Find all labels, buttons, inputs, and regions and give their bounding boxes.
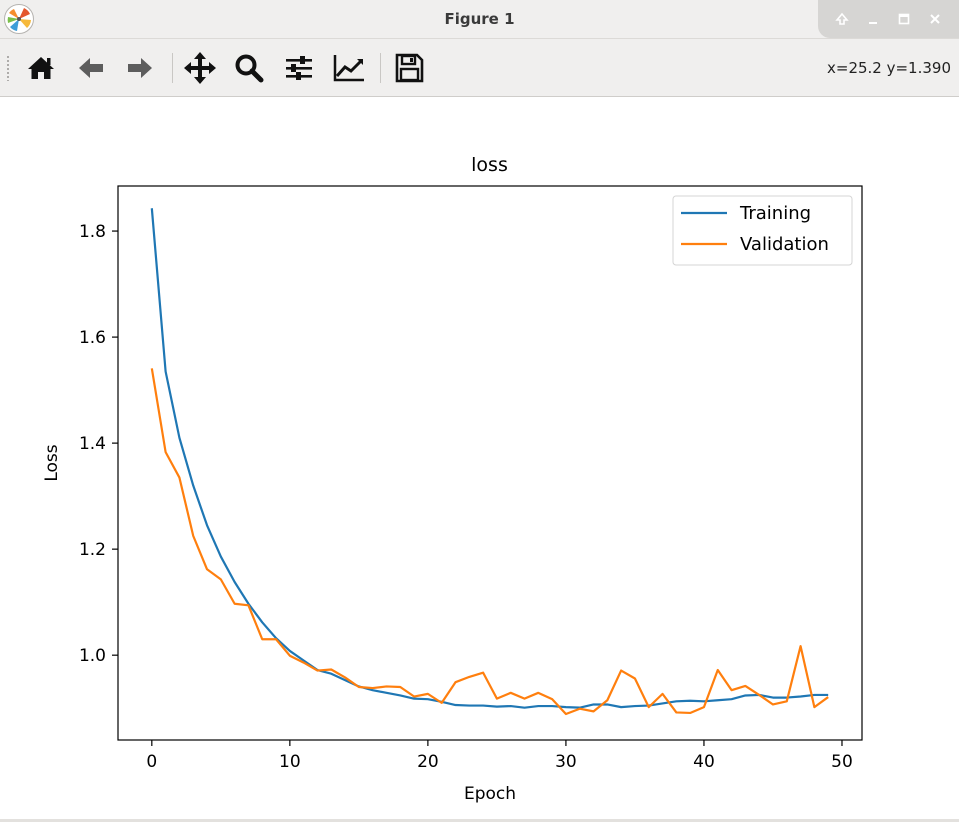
window-controls (818, 0, 959, 38)
toolbar-separator (172, 53, 173, 83)
x-tick-label: 20 (417, 752, 439, 772)
legend: Training Validation (672, 195, 853, 266)
pan-icon (184, 52, 216, 84)
home-icon (28, 57, 54, 79)
x-tick-label: 30 (555, 752, 577, 772)
home-button[interactable] (23, 50, 59, 86)
close-icon[interactable] (924, 8, 946, 30)
keep-above-icon[interactable] (831, 8, 853, 30)
cursor-coordinates: x=25.2 y=1.390 (827, 59, 951, 77)
toolbar-grip[interactable] (6, 55, 10, 81)
minimize-icon[interactable] (862, 8, 884, 30)
forward-icon (128, 58, 152, 78)
y-tick-label: 1.2 (79, 540, 106, 560)
toolbar-separator (380, 53, 381, 83)
customize-button[interactable] (331, 50, 367, 86)
y-tick-label: 1.4 (79, 434, 106, 454)
x-tick-label: 0 (146, 752, 157, 772)
window-bottom-border (0, 819, 959, 822)
save-icon (395, 53, 424, 83)
customize-icon (333, 55, 364, 82)
title-bar[interactable]: Figure 1 (0, 0, 959, 39)
axes-frame (117, 185, 863, 741)
loss-chart: loss 0 10 20 30 40 50 1.0 1.2 1.4 1.6 1.8 Epoch L… (42, 154, 863, 804)
subplots-button[interactable] (281, 50, 317, 86)
navigation-toolbar: x=25.2 y=1.390 (0, 39, 959, 97)
legend-label-training: Training (739, 203, 811, 224)
zoom-button[interactable] (231, 50, 267, 86)
subplots-icon (286, 56, 312, 80)
y-tick-label: 1.6 (79, 328, 106, 348)
y-tick-label: 1.0 (79, 646, 106, 666)
maximize-icon[interactable] (893, 8, 915, 30)
back-button[interactable] (73, 50, 109, 86)
x-axis-label: Epoch (464, 784, 516, 804)
zoom-icon (235, 54, 264, 83)
y-tick-label: 1.8 (79, 222, 106, 242)
x-tick-label: 40 (693, 752, 715, 772)
x-tick-label: 50 (831, 752, 853, 772)
chart-title: loss (471, 154, 508, 176)
matplotlib-logo-icon (4, 4, 34, 34)
pan-button[interactable] (182, 50, 218, 86)
series-line-training (150, 208, 829, 709)
legend-label-validation: Validation (740, 234, 829, 255)
series-line-validation (150, 368, 829, 716)
save-button[interactable] (391, 50, 427, 86)
window-title: Figure 1 (444, 10, 515, 28)
forward-button[interactable] (122, 50, 158, 86)
y-axis-label: Loss (42, 444, 62, 481)
figure-canvas[interactable]: loss 0 10 20 30 40 50 1.0 1.2 1.4 1.6 1.8 Epoch L… (0, 97, 959, 819)
x-tick-label: 10 (279, 752, 301, 772)
back-icon (79, 58, 103, 78)
